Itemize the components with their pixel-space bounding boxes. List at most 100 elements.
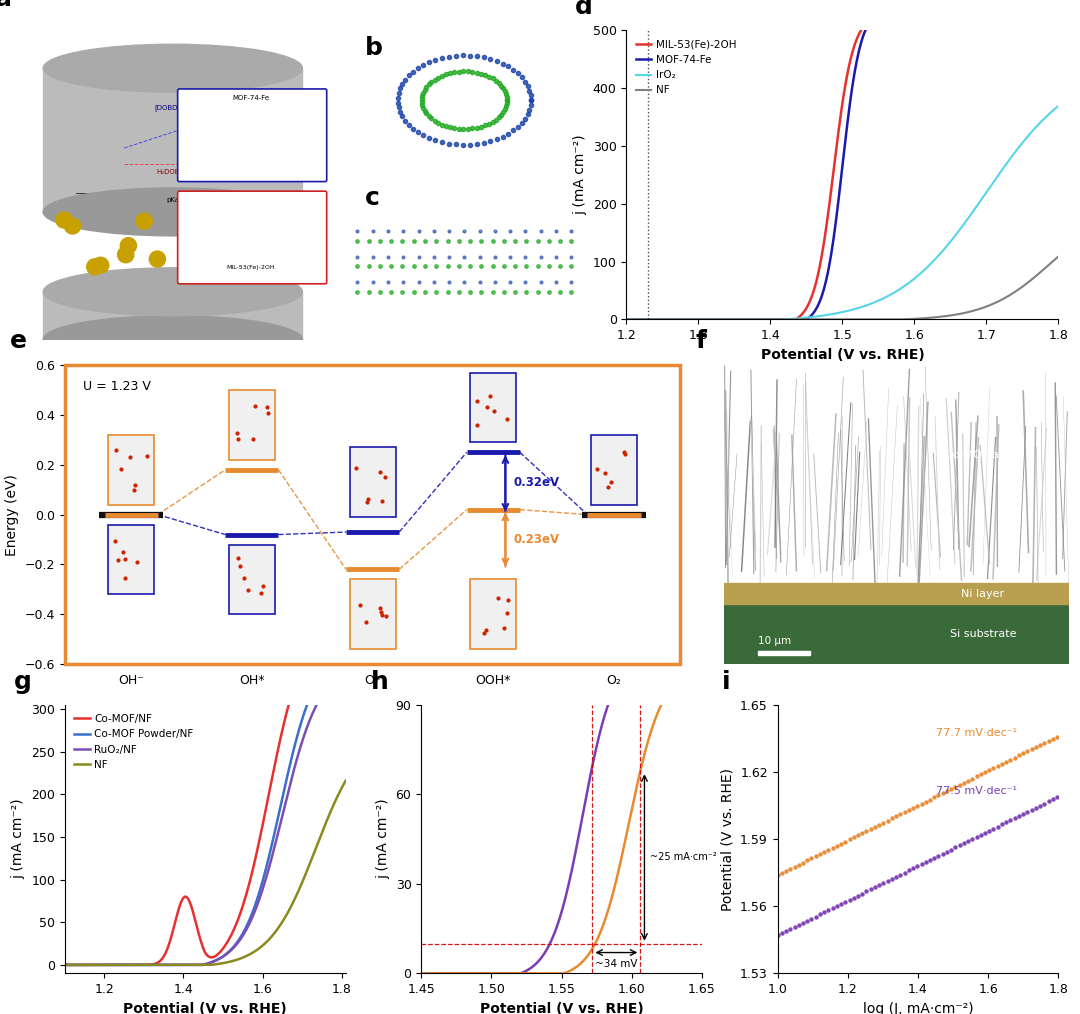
Bar — [724, 604, 1069, 664]
Ellipse shape — [43, 188, 302, 236]
IrO₂ — [908, 272, 921, 284]
RuO₂/NF — [339, 666, 352, 678]
Ellipse shape — [188, 227, 204, 243]
MOF-74-Fe — [862, 18, 875, 30]
Y-axis label: Energy (eV): Energy (eV) — [5, 474, 19, 556]
NF — [270, 925, 283, 937]
Line: Co-MOF Powder/NF: Co-MOF Powder/NF — [65, 653, 346, 965]
NF — [131, 959, 144, 971]
Co-MOF Powder/NF — [246, 907, 259, 919]
MIL-53(Fe)-2OH — [875, 18, 888, 30]
Text: c: c — [365, 187, 379, 210]
Text: H₂DOBDC: H₂DOBDC — [156, 168, 190, 174]
MIL-53(Fe)-2OH — [909, 18, 922, 30]
Ellipse shape — [43, 268, 302, 315]
FancyBboxPatch shape — [178, 192, 326, 284]
NF — [246, 947, 259, 959]
Text: f: f — [696, 330, 706, 353]
Co-MOF/NF — [224, 931, 237, 943]
MOF-74-Fe — [697, 313, 710, 325]
IrO₂ — [731, 313, 744, 325]
Bar — [65, 365, 680, 664]
Text: MOF-74-Fe: MOF-74-Fe — [232, 95, 269, 101]
MIL-53(Fe)-2OH — [697, 313, 710, 325]
NF — [731, 313, 744, 325]
Text: [DOBDC]²⁻: [DOBDC]²⁻ — [154, 103, 191, 112]
Line: MIL-53(Fe)-2OH: MIL-53(Fe)-2OH — [626, 24, 1058, 319]
Bar — [108, 435, 154, 505]
NF — [186, 959, 199, 971]
RuO₂/NF — [224, 945, 237, 957]
Co-MOF Powder/NF — [186, 959, 199, 971]
NF — [945, 309, 958, 321]
MOF-74-Fe — [815, 290, 828, 302]
NF — [875, 313, 888, 325]
X-axis label: Potential (V vs. RHE): Potential (V vs. RHE) — [480, 1002, 644, 1014]
Ellipse shape — [118, 246, 134, 263]
NF — [1052, 250, 1065, 263]
Bar — [229, 390, 274, 459]
Co-MOF/NF — [339, 615, 352, 628]
IrO₂ — [815, 309, 828, 321]
Bar — [229, 545, 274, 614]
RuO₂/NF — [186, 959, 199, 971]
MIL-53(Fe)-2OH — [731, 313, 744, 325]
Bar — [724, 583, 1069, 604]
Co-MOF Powder/NF — [58, 959, 71, 971]
MOF-74-Fe — [909, 18, 922, 30]
MIL-53(Fe)-2OH — [946, 18, 959, 30]
Text: MIL-53(Fe)-2OH: MIL-53(Fe)-2OH — [226, 266, 275, 271]
Y-axis label: Potential (V vs. RHE): Potential (V vs. RHE) — [720, 768, 734, 911]
IrO₂ — [1052, 99, 1065, 112]
Text: 10 μm: 10 μm — [758, 636, 792, 646]
MOF-74-Fe — [946, 18, 959, 30]
X-axis label: Potential (V vs. RHE): Potential (V vs. RHE) — [123, 1002, 287, 1014]
MOF-74-Fe — [620, 313, 633, 325]
Line: RuO₂/NF: RuO₂/NF — [65, 672, 346, 965]
Legend: Co-MOF/NF, Co-MOF Powder/NF, RuO₂/NF, NF: Co-MOF/NF, Co-MOF Powder/NF, RuO₂/NF, NF — [70, 710, 198, 774]
Line: Co-MOF/NF: Co-MOF/NF — [65, 622, 346, 965]
Text: i: i — [721, 670, 730, 694]
IrO₂ — [875, 293, 888, 305]
Text: Ni layer: Ni layer — [961, 589, 1004, 599]
MIL-53(Fe)-2OH — [620, 313, 633, 325]
NF — [108, 959, 121, 971]
Y-axis label: j (mA cm⁻²): j (mA cm⁻²) — [573, 135, 588, 215]
Polygon shape — [43, 68, 302, 212]
Ellipse shape — [43, 315, 302, 364]
Bar — [591, 435, 637, 505]
Ellipse shape — [65, 218, 81, 234]
Text: ~34 mV: ~34 mV — [595, 958, 637, 968]
Text: 0.32eV: 0.32eV — [514, 476, 559, 489]
RuO₂/NF — [270, 835, 283, 847]
MOF-74-Fe — [731, 313, 744, 325]
MIL-53(Fe)-2OH — [815, 249, 828, 262]
Ellipse shape — [149, 251, 165, 267]
NF — [339, 775, 352, 787]
Line: NF: NF — [65, 781, 346, 965]
Legend: MIL-53(Fe)-2OH, MOF-74-Fe, IrO₂, NF: MIL-53(Fe)-2OH, MOF-74-Fe, IrO₂, NF — [632, 35, 740, 99]
Bar — [350, 579, 395, 649]
Co-MOF Powder/NF — [270, 819, 283, 831]
RuO₂/NF — [246, 912, 259, 924]
Ellipse shape — [217, 233, 233, 249]
Co-MOF/NF — [246, 865, 259, 877]
Ellipse shape — [136, 213, 152, 229]
Text: g: g — [14, 670, 32, 694]
Bar — [350, 447, 395, 517]
Text: 0.23eV: 0.23eV — [514, 533, 559, 546]
Line: NF: NF — [626, 257, 1058, 319]
Co-MOF/NF — [58, 959, 71, 971]
Ellipse shape — [190, 260, 206, 276]
X-axis label: log (J, mA·cm⁻²): log (J, mA·cm⁻²) — [863, 1002, 973, 1014]
Bar — [108, 524, 154, 594]
Y-axis label: j (mA cm⁻²): j (mA cm⁻²) — [376, 799, 390, 879]
Text: a: a — [0, 0, 12, 11]
Ellipse shape — [120, 237, 136, 254]
MIL-53(Fe)-2OH — [1052, 18, 1065, 30]
Co-MOF Powder/NF — [108, 959, 121, 971]
IrO₂ — [945, 234, 958, 246]
Text: e: e — [10, 330, 26, 353]
NF — [908, 312, 921, 324]
Text: Co-MOF array: Co-MOF array — [945, 450, 1021, 459]
